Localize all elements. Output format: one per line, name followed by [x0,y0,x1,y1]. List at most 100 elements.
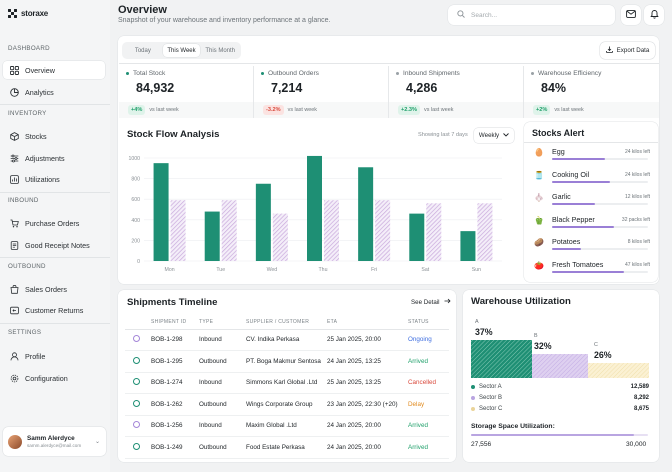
kpi-inbound-shipments: Inbound Shipments 4,286 +2.3% vs last wee… [389,63,524,120]
list-item[interactable]: 🧄 Garlic 12 kilos left [532,191,650,213]
sidebar-item-utilizations[interactable]: Utilizations [3,170,105,188]
user-icon [10,351,19,361]
kpi-label-wrap: Warehouse Efficiency [531,70,601,77]
sidebar-item-analytics[interactable]: Analytics [3,83,105,101]
sector-c-pct: 26% [594,350,612,360]
search-icon [457,10,465,20]
x-tick-label: Mon [165,267,175,273]
tab-this-month[interactable]: This Month [205,47,236,54]
see-detail-label: See Detail [411,298,440,306]
storage-total: 30,000 [626,441,647,448]
bar-hatched[interactable] [426,203,442,261]
kpi-divider [253,66,254,118]
kpi-note: vs last week [424,107,454,113]
x-tick-label: Thu [319,267,328,273]
sidebar-item-customer-returns[interactable]: Customer Returns [3,301,105,319]
bar-solid[interactable] [460,231,476,261]
shipment-eta: 24 Jan 2025, 20:00 [327,415,408,437]
stocks-alert-card [524,122,658,282]
chevron-down-icon [503,132,509,139]
sector-a-bar [471,340,532,378]
item-name: Black Pepper [552,214,595,224]
list-item[interactable]: 🫑 Black Pepper 32 packs left [532,214,650,236]
column-header: ETA [327,316,408,330]
export-button[interactable]: Export Data [600,42,655,59]
list-item[interactable]: 🥚 Egg 24 kilos left [532,146,650,168]
kpi-footer: +2.3% vs last week [389,102,524,118]
chevron-down-icon[interactable]: ⌄ [94,439,100,445]
bar-hatched[interactable] [477,203,493,261]
search-placeholder: Search... [471,11,498,19]
bar-hatched[interactable] [324,200,339,261]
kpi-change-badge: +2% [533,105,551,115]
list-item[interactable]: 🥔 Potatoes 8 kilos left [532,236,650,258]
kpi-dot [261,72,264,75]
tab-today[interactable]: Today [134,47,151,54]
kpi-note: vs last week [287,107,317,113]
notification-button[interactable] [644,5,664,25]
status-badge: Ongoing [408,329,449,351]
row-icon-cell [125,329,151,351]
x-tick-label: Sun [472,267,481,273]
user-card[interactable]: Samm Alerdyce samm.alerdyce@mail.com ⌄ [3,427,106,456]
sidebar-item-good-receipt-notes[interactable]: Good Receipt Notes [3,236,105,254]
bar-solid[interactable] [255,183,271,261]
bar-hatched[interactable] [375,200,391,261]
sidebar-item-label: Stocks [25,131,47,141]
legend-value: 12,589 [630,384,649,390]
shipments-title: Shipments Timeline [127,297,218,308]
period-select[interactable]: Weekly [474,128,514,143]
bar-solid[interactable] [153,163,169,261]
period-tabs: Today This Week This Month [122,42,241,59]
sidebar-item-overview[interactable]: Overview [3,61,105,79]
table-row[interactable]: BOB-1-298 Inbound CV. Indika Perkasa 25 Jan… [125,329,449,351]
kpi-label: Total Stock [133,70,166,77]
sidebar-item-label: Sales Orders [25,284,67,294]
sidebar-item-profile[interactable]: Profile [3,347,105,365]
shipment-eta: 23 Jan 2025, 22:30 (+20) [327,393,408,416]
sidebar-item-stocks[interactable]: Stocks [3,127,105,145]
status-circle-icon [133,378,140,386]
item-icon: 🥔 [534,238,544,247]
brand-logo[interactable]: storaxe [8,9,48,18]
bar-solid[interactable] [409,213,425,261]
item-name: Egg [552,147,565,156]
sidebar-item-configuration[interactable]: Configuration [3,369,105,387]
list-item[interactable]: 🫙 Cooking Oil 24 kilos left [532,169,650,191]
kpi-label-wrap: Outbound Orders [261,70,319,77]
bar-hatched[interactable] [170,200,186,261]
bar-solid[interactable] [307,155,322,261]
tab-this-week[interactable]: This Week [162,44,201,57]
mail-button[interactable] [621,5,641,25]
item-icon: 🥚 [534,148,544,157]
sidebar-divider [0,104,110,105]
kpi-value: 84% [541,81,567,95]
legend-sector-c: Sector C 8,675 [471,404,649,414]
list-item[interactable]: 🍅 Fresh Tomatoes 47 kilos left [532,259,650,281]
status-badge: Cancelled [408,372,449,394]
item-icon: 🧄 [534,193,544,202]
kpi-change-badge: +4% [128,105,146,115]
sidebar-item-sales-orders[interactable]: Sales Orders [3,280,105,298]
bar-solid[interactable] [358,167,374,261]
shipment-eta: 24 Jan 2025, 13:25 [327,350,408,373]
table-row[interactable]: BOB-1-249 Outbound Food Estate Perkasa 24 J… [125,436,449,459]
table-row[interactable]: BOB-1-274 Inbound Simmons Karl Global .Ltd… [125,372,449,394]
bar-solid[interactable] [204,211,220,261]
table-row[interactable]: BOB-1-256 Inbound Maxim Global .Ltd 24 Jan … [125,415,449,437]
shipment-party: Wings Corporate Group [246,393,327,416]
sidebar-item-label: Overview [25,65,55,75]
table-row[interactable]: BOB-1-262 Outbound Wings Corporate Group 23… [125,393,449,416]
sidebar-item-purchase-orders[interactable]: Purchase Orders [3,214,105,232]
bar-hatched[interactable] [221,200,237,261]
search-input[interactable]: Search... [448,5,615,25]
column-header: SUPPLIER / CUSTOMER [246,316,327,330]
row-icon-cell [125,436,151,459]
sidebar-item-adjustments[interactable]: Adjustments [3,149,105,167]
table-row[interactable]: BOB-1-295 Outbound PT. Boga Makmur Sentosa… [125,350,449,373]
see-detail-link[interactable]: See Detail [411,298,451,306]
bar-hatched[interactable] [272,213,288,261]
item-qty: 24 kilos left [624,149,650,155]
item-name: Fresh Tomatoes [552,259,604,269]
period-select-value: Weekly [478,132,500,139]
